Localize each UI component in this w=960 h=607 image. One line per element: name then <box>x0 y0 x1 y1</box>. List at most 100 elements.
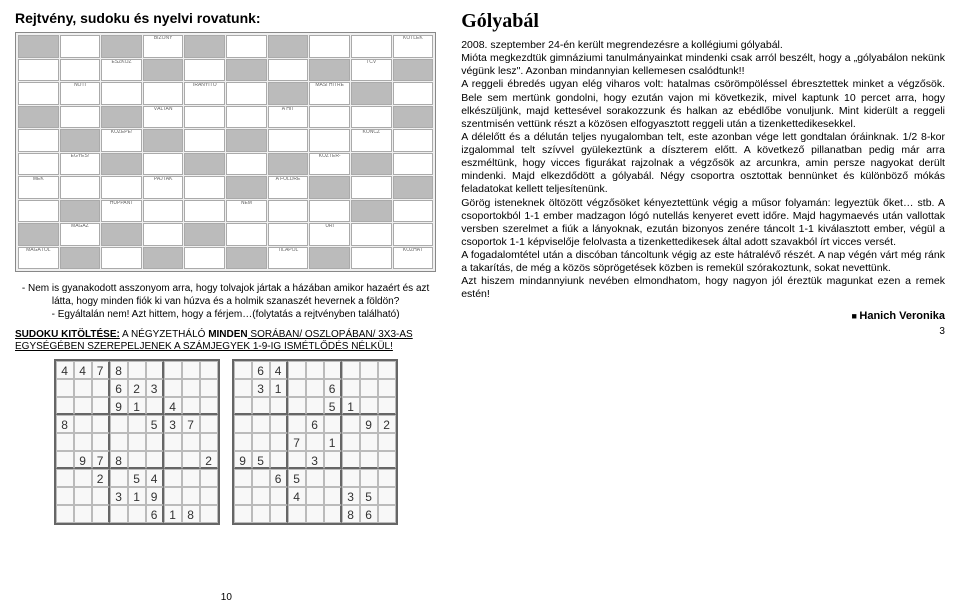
sudoku-cell: 6 <box>252 361 270 379</box>
sudoku-cell: 1 <box>164 505 182 523</box>
crossword-cell <box>226 106 267 129</box>
crossword-cell <box>143 59 184 82</box>
crossword-cell: TCV <box>351 59 392 82</box>
crossword-cell <box>393 153 434 176</box>
crossword-cell <box>143 223 184 246</box>
crossword-cell <box>143 82 184 105</box>
sudoku-cell: 5 <box>128 469 146 487</box>
sudoku-cell: 7 <box>92 451 110 469</box>
crossword-cell <box>60 129 101 152</box>
crossword-cell <box>18 223 59 246</box>
sudoku-cell <box>182 469 200 487</box>
sudoku-cell: 6 <box>306 415 324 433</box>
sudoku-cell <box>164 469 182 487</box>
sudoku-cell <box>74 469 92 487</box>
sudoku-cell: 4 <box>56 361 74 379</box>
sudoku-cell: 3 <box>342 487 360 505</box>
sudoku-cell <box>92 433 110 451</box>
crossword-cell <box>393 129 434 152</box>
crossword-cell <box>226 176 267 199</box>
crossword-cell <box>101 247 142 270</box>
sudoku-cell: 6 <box>110 379 128 397</box>
sudoku-cell <box>360 397 378 415</box>
sudoku-cell <box>360 433 378 451</box>
crossword-cell <box>393 176 434 199</box>
sudoku-cell <box>306 469 324 487</box>
crossword-cell: ŰRI <box>309 223 350 246</box>
riddle-line-2: - Egyáltalán nem! Azt hittem, hogy a fér… <box>52 309 400 320</box>
article-paragraph: A délelőtt és a délután teljes nyugalomb… <box>461 131 945 197</box>
sudoku-cell: 5 <box>288 469 306 487</box>
sudoku-cell: 2 <box>378 415 396 433</box>
crossword-cell <box>351 176 392 199</box>
crossword-cell: EGYES! <box>60 153 101 176</box>
sudoku-cell: 6 <box>324 379 342 397</box>
article-paragraph: A reggeli ébredés ugyan elég viharos vol… <box>461 78 945 131</box>
sudoku-cell <box>270 415 288 433</box>
sudoku-cell <box>182 397 200 415</box>
sudoku-cell <box>306 361 324 379</box>
sudoku-cell <box>342 361 360 379</box>
sudoku-cell <box>306 379 324 397</box>
crossword-cell <box>309 35 350 58</box>
crossword-cell <box>184 223 225 246</box>
article-author: Hanich Veronika <box>461 310 945 322</box>
sudoku-cell <box>324 505 342 523</box>
sudoku-cell <box>182 433 200 451</box>
crossword-cell: MAGÁTÓL <box>18 247 59 270</box>
sudoku-cell <box>182 379 200 397</box>
crossword-cell <box>18 106 59 129</box>
sudoku-cell <box>234 397 252 415</box>
sudoku-cell <box>92 379 110 397</box>
crossword-cell <box>184 35 225 58</box>
sudoku-cell: 4 <box>164 397 182 415</box>
sudoku-cell <box>234 433 252 451</box>
crossword-cell: MÁSI HITRE <box>309 82 350 105</box>
sudoku-cell: 8 <box>110 361 128 379</box>
sudoku-cell <box>306 487 324 505</box>
sudoku-cell: 2 <box>128 379 146 397</box>
sudoku-cell <box>110 415 128 433</box>
sudoku-cell: 7 <box>288 433 306 451</box>
sudoku-cell <box>378 379 396 397</box>
crossword-cell <box>268 59 309 82</box>
sudoku-cell <box>74 487 92 505</box>
crossword-cell <box>18 35 59 58</box>
sudoku-cell <box>56 379 74 397</box>
sudoku-cell <box>324 487 342 505</box>
sudoku-cell: 3 <box>164 415 182 433</box>
sudoku-cell <box>92 397 110 415</box>
sudoku-cell <box>92 487 110 505</box>
sudoku-cell: 8 <box>56 415 74 433</box>
sudoku-cell <box>146 433 164 451</box>
crossword-cell <box>101 106 142 129</box>
sudoku-cell <box>164 433 182 451</box>
crossword-cell <box>268 153 309 176</box>
crossword-cell: KONCZ <box>351 129 392 152</box>
sudoku-cell <box>200 361 218 379</box>
crossword-cell <box>309 59 350 82</box>
puzzle-section-title: Rejtvény, sudoku és nyelvi rovatunk: <box>15 10 436 26</box>
sudoku-grid-1: 447862391485379782254319618 <box>54 359 220 525</box>
sudoku-cell: 1 <box>270 379 288 397</box>
crossword-cell: A FÖLDRE <box>268 176 309 199</box>
sudoku-cell <box>128 361 146 379</box>
sudoku-cell <box>324 469 342 487</box>
left-column: Rejtvény, sudoku és nyelvi rovatunk: BIZ… <box>0 0 451 607</box>
crossword-cell <box>351 200 392 223</box>
sudoku-cell <box>288 379 306 397</box>
sudoku-cell <box>128 433 146 451</box>
sudoku-cell: 9 <box>234 451 252 469</box>
sudoku-cell: 3 <box>306 451 324 469</box>
sudoku-cell: 3 <box>110 487 128 505</box>
article-title: Gólyabál <box>461 10 945 33</box>
sudoku-cell <box>342 433 360 451</box>
right-column: Gólyabál 2008. szeptember 24-én került m… <box>451 0 960 607</box>
sudoku-cell: 5 <box>252 451 270 469</box>
crossword-cell <box>184 153 225 176</box>
sudoku-cell <box>378 433 396 451</box>
sudoku-cell <box>182 487 200 505</box>
sudoku-cell: 1 <box>342 397 360 415</box>
crossword-cell <box>101 223 142 246</box>
crossword-cell <box>101 35 142 58</box>
